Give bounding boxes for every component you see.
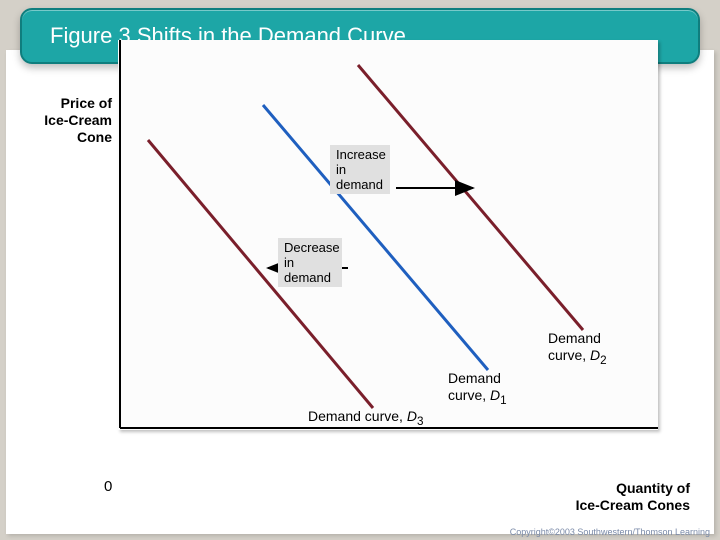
curve-d2 <box>358 65 583 330</box>
copyright-text: Copyright©2003 Southwestern/Thomson Lear… <box>510 527 710 537</box>
d2-var: D <box>590 347 600 363</box>
increase-demand-box: Increaseindemand <box>330 145 390 194</box>
d1-sub: 1 <box>500 394 506 407</box>
d3-var: D <box>407 408 417 424</box>
d3-sub: 3 <box>417 415 423 428</box>
d1-label: Demandcurve, D1 <box>448 370 507 408</box>
d3-label-text: Demand curve, <box>308 408 407 424</box>
d1-var: D <box>490 387 500 403</box>
origin-label: 0 <box>104 478 112 495</box>
x-axis-label: Quantity ofIce-Cream Cones <box>540 480 690 514</box>
decrease-demand-box: Decreaseindemand <box>278 238 342 287</box>
d2-sub: 2 <box>600 354 606 367</box>
y-axis-label: Price ofIce-CreamCone <box>22 95 112 145</box>
chart-svg <box>118 40 658 430</box>
d3-label: Demand curve, D3 <box>308 408 423 429</box>
d2-label: Demandcurve, D2 <box>548 330 607 368</box>
chart-area: Increaseindemand Decreaseindemand Demand… <box>118 40 658 430</box>
